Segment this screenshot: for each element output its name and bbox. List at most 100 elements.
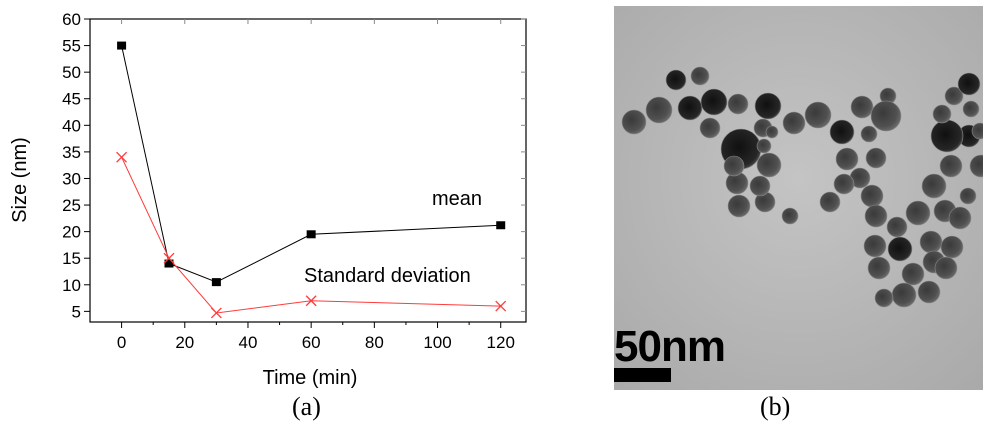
x-axis-label: Time (min): [263, 367, 358, 389]
nanoparticle: [864, 204, 888, 228]
nanoparticle: [665, 69, 687, 91]
y-tick-label: 30: [62, 169, 81, 188]
nanoparticle: [932, 104, 952, 124]
y-tick-label: 50: [62, 63, 81, 82]
nanoparticle: [700, 88, 728, 116]
nanoparticle: [782, 111, 806, 135]
nanoparticle: [833, 173, 855, 195]
nanoparticle: [756, 152, 782, 178]
y-tick-label: 25: [62, 196, 81, 215]
axes: 0 20 40 60 80 100 120 5 10 15 20 25 30 35 40 45 50 55 60: [62, 10, 527, 352]
nanoparticle: [677, 95, 703, 121]
plot-frame: [89, 18, 527, 323]
data-point-standard-deviation: [305, 295, 317, 307]
marker-stroke: [210, 307, 222, 319]
x-tick-label: 100: [423, 333, 451, 352]
nanoparticle: [829, 119, 855, 145]
nanoparticle: [727, 93, 749, 115]
y-tick-label: 45: [62, 90, 81, 109]
nanoparticle: [621, 109, 647, 135]
data-point-mean: [117, 41, 127, 50]
series-layer: [116, 41, 507, 319]
nanoparticle: [948, 206, 972, 230]
nanoparticle: [917, 280, 941, 304]
data-point-mean: [164, 259, 174, 268]
y-tick-label: 55: [62, 37, 81, 56]
series-line-mean: [121, 45, 501, 283]
nanoparticle: [939, 154, 963, 178]
nanoparticle: [863, 234, 887, 258]
data-point-mean: [306, 230, 316, 239]
y-tick-label: 60: [62, 10, 81, 29]
nanoparticle: [754, 92, 782, 120]
nanoparticle: [934, 256, 958, 280]
nanoparticle: [901, 262, 925, 286]
marker-stroke: [305, 295, 317, 307]
nanoparticle: [969, 154, 983, 178]
nanoparticle: [860, 125, 878, 143]
x-tick-label: 20: [175, 333, 194, 352]
nanoparticle: [919, 230, 943, 254]
caption-a: (a): [292, 392, 321, 421]
x-tick-label: 120: [487, 333, 515, 352]
nanoparticle: [699, 117, 721, 139]
tem-micrograph: 50nm: [614, 6, 983, 390]
data-point-standard-deviation: [163, 252, 175, 264]
nanoparticle: [749, 175, 771, 197]
x-tick-label: 80: [365, 333, 384, 352]
nanoparticle: [781, 207, 799, 225]
nanoparticle: [962, 100, 980, 118]
x-tick-label: 60: [302, 333, 321, 352]
nanoparticle: [867, 256, 891, 280]
nanoparticle: [645, 96, 673, 124]
nanoparticle: [804, 101, 832, 129]
nanoparticle: [865, 147, 887, 169]
marker-stroke: [495, 300, 507, 312]
nanoparticle: [850, 95, 874, 119]
x-tick-label: 0: [117, 333, 126, 352]
y-tick-label: 35: [62, 143, 81, 162]
nanoparticle: [971, 122, 983, 140]
scale-bar-label: 50nm: [614, 322, 726, 371]
data-point-mean: [211, 278, 221, 287]
data-point-standard-deviation: [116, 151, 128, 163]
nanoparticle: [940, 235, 964, 259]
y-axis-label: Size (nm): [9, 137, 31, 223]
nanoparticle: [921, 173, 947, 199]
nanoparticle: [835, 147, 859, 171]
nanoparticle: [874, 288, 894, 308]
marker-stroke: [116, 151, 128, 163]
data-point-mean: [496, 221, 506, 230]
y-tick-label: 15: [62, 249, 81, 268]
marker-stroke: [163, 252, 175, 264]
nanoparticle: [930, 119, 964, 153]
nanoparticles: [621, 66, 983, 308]
nanoparticle: [870, 100, 902, 132]
nanoparticle: [860, 184, 884, 208]
nanoparticle: [905, 200, 931, 226]
y-tick-label: 20: [62, 223, 81, 242]
caption-b: (b): [760, 392, 791, 421]
nanoparticle: [891, 282, 917, 308]
nanoparticle: [723, 155, 745, 177]
series-label-mean: mean: [432, 188, 482, 210]
y-tick-label: 10: [62, 276, 81, 295]
nanoparticle-image: [614, 6, 983, 390]
nanoparticle: [756, 138, 772, 154]
nanoparticle: [886, 216, 908, 238]
nanoparticle: [727, 194, 751, 218]
size-vs-time-chart: 0 20 40 60 80 100 120 5 10 15 20 25 30 35 40 45 50 55 60 T…: [9, 10, 527, 389]
y-tick-label: 40: [62, 116, 81, 135]
series-label-standard-deviation: Standard deviation: [304, 265, 471, 287]
nanoparticle: [944, 86, 964, 106]
y-tick-label: 5: [72, 302, 81, 321]
nanoparticle: [957, 72, 981, 96]
nanoparticle: [690, 66, 710, 86]
data-point-standard-deviation: [210, 307, 222, 319]
nanoparticle: [765, 125, 779, 139]
nanoparticle: [959, 187, 977, 205]
nanoparticle: [887, 236, 913, 262]
x-tick-label: 40: [239, 333, 258, 352]
nanoparticle: [819, 191, 841, 213]
